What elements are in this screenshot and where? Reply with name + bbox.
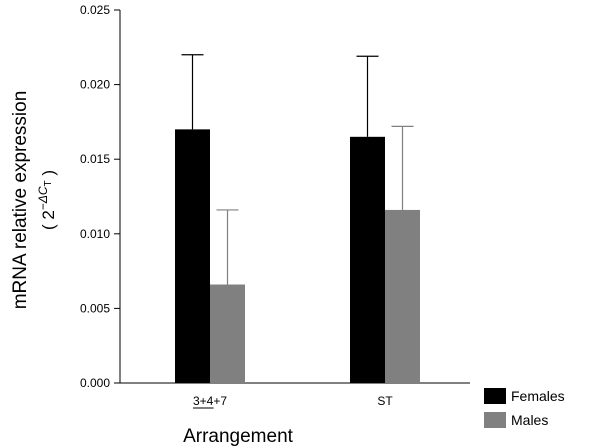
legend-label: Females — [511, 388, 565, 404]
y-axis-unit: ( 2−ΔCT ) — [36, 170, 58, 230]
y-tick-label: 0.025 — [80, 3, 110, 17]
unit-exponent: −ΔC — [36, 186, 50, 210]
bar — [210, 284, 245, 383]
bar — [350, 136, 385, 383]
x-tick-label: 3+4+7 — [193, 394, 227, 408]
legend-swatch — [484, 388, 506, 404]
legend-swatch — [484, 412, 506, 428]
x-axis-label: Arrangement — [183, 426, 294, 447]
bar — [175, 129, 210, 383]
y-tick-label: 0.005 — [80, 301, 110, 315]
y-tick-label: 0.020 — [80, 78, 110, 92]
unit-prefix: ( 2 — [39, 210, 58, 230]
x-tick-label: ST — [377, 394, 393, 408]
y-tick-label: 0.010 — [80, 227, 110, 241]
y-tick-label: 0.000 — [80, 376, 110, 390]
unit-subscript: T — [43, 180, 54, 186]
legend-label: Males — [511, 412, 548, 428]
bar — [385, 209, 420, 383]
y-tick-label: 0.015 — [80, 152, 110, 166]
y-axis-label: mRNA relative expression — [10, 91, 31, 310]
unit-suffix: ) — [39, 170, 58, 180]
